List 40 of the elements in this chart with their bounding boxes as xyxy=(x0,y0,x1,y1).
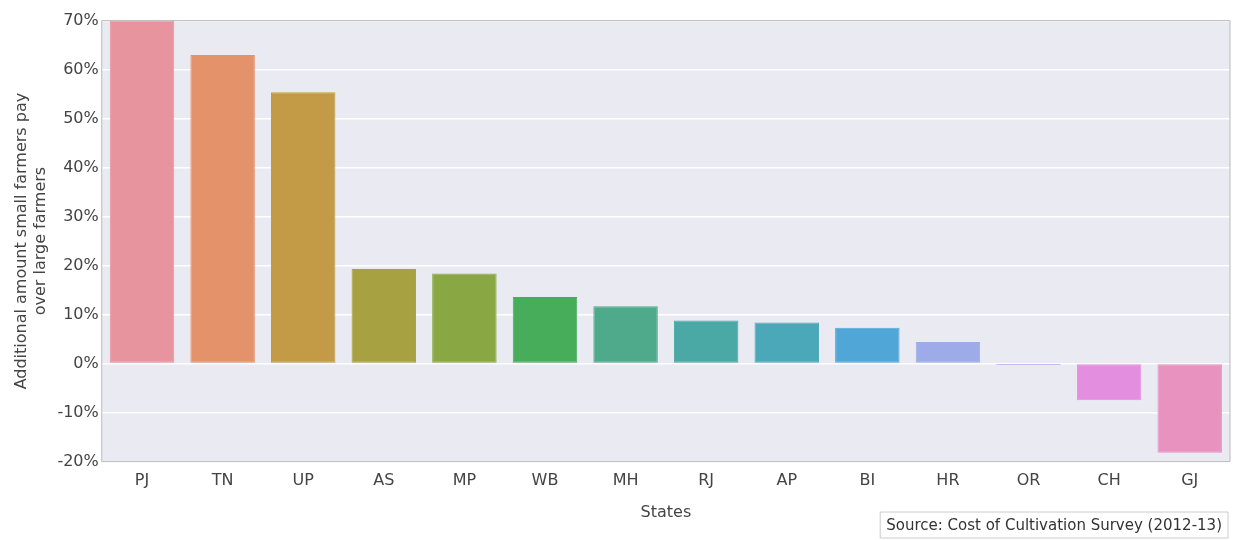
x-tick-label: AP xyxy=(776,470,798,490)
x-tick-label: GJ xyxy=(1181,470,1199,490)
bar xyxy=(673,320,739,363)
x-tick-label: PJ xyxy=(134,470,150,490)
y-tick-label: -20% xyxy=(57,450,99,470)
bar xyxy=(915,342,981,363)
x-tick-label: MP xyxy=(452,470,477,490)
y-tick-label: 20% xyxy=(63,254,99,274)
x-axis-title: States xyxy=(640,501,692,521)
y-tick-label: -10% xyxy=(57,401,99,421)
x-tick-label: OR xyxy=(1016,470,1041,490)
x-tick-label: TN xyxy=(210,470,234,490)
bar xyxy=(754,322,819,363)
y-tick-label: 70% xyxy=(63,9,99,29)
y-tick-label: 40% xyxy=(63,156,99,176)
y-tick-label: 30% xyxy=(63,205,99,225)
bar xyxy=(593,306,658,363)
bar xyxy=(512,296,578,363)
bar xyxy=(835,327,900,363)
x-tick-label: HR xyxy=(936,470,960,490)
bar xyxy=(1076,364,1142,401)
bar xyxy=(190,54,255,363)
source-note: Source: Cost of Cultivation Survey (2012-13) xyxy=(886,516,1223,534)
x-tick-label: UP xyxy=(292,470,315,490)
x-tick-label: MH xyxy=(612,470,639,490)
x-tick-label: BI xyxy=(859,470,876,490)
x-tick-label: RJ xyxy=(698,470,715,490)
x-tick-label: AS xyxy=(373,470,395,490)
bar xyxy=(109,20,175,363)
y-tick-label: 0% xyxy=(73,352,99,372)
bar xyxy=(270,92,336,363)
x-tick-label: WB xyxy=(531,470,559,490)
y-axis-title: Additional amount small farmers pay over large farmers xyxy=(10,92,49,390)
x-tick-label: CH xyxy=(1097,470,1121,490)
bar xyxy=(1157,364,1222,453)
y-tick-label: 50% xyxy=(63,107,99,127)
bar xyxy=(432,273,497,363)
y-tick-label: 10% xyxy=(63,303,99,323)
bar xyxy=(351,269,417,363)
y-tick-label: 60% xyxy=(63,58,99,78)
